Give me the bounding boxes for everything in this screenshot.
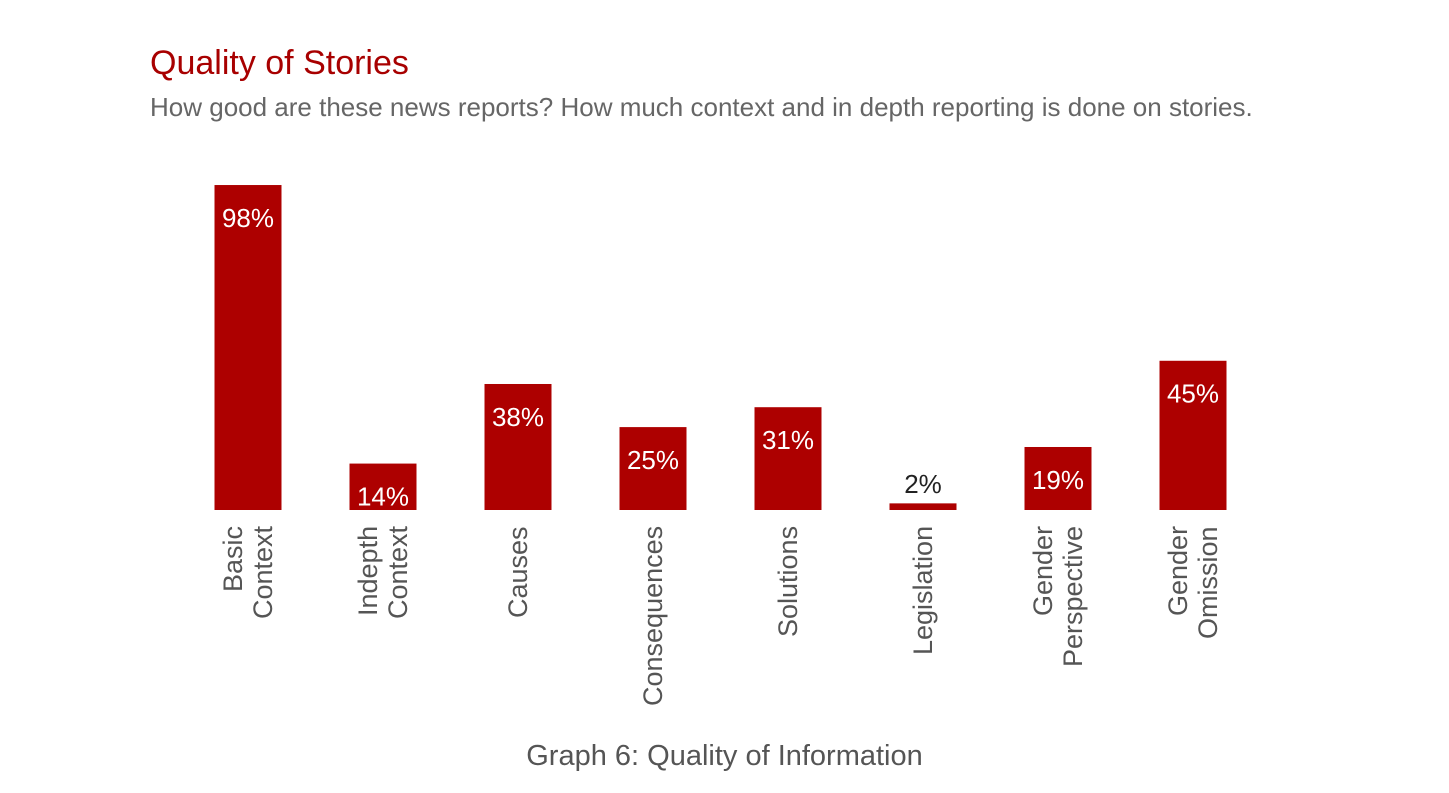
- value-label: 98%: [222, 203, 274, 233]
- x-tick-label: Gender Perspective: [1028, 526, 1088, 668]
- chart-title: Quality of Stories: [150, 44, 409, 82]
- x-tick-label: Consequences: [638, 526, 668, 707]
- bar: [619, 427, 687, 510]
- value-label: 45%: [1167, 379, 1219, 409]
- x-tick-label: Causes: [503, 526, 533, 618]
- value-label: 14%: [357, 481, 409, 511]
- bar: [484, 383, 552, 510]
- value-label: 38%: [492, 402, 544, 432]
- x-tick-label: Basic Context: [218, 526, 278, 620]
- value-label: 2%: [904, 469, 942, 499]
- bar: [1159, 360, 1227, 510]
- x-tick-label: Legislation: [908, 526, 938, 656]
- value-label: 31%: [762, 425, 814, 455]
- bar: [214, 185, 282, 511]
- chart-caption: Graph 6: Quality of Information: [526, 740, 923, 772]
- bar: [349, 463, 417, 510]
- x-tick-label: Indepth Context: [353, 526, 413, 620]
- x-tick-label: Solutions: [773, 526, 803, 638]
- x-tick-label: Gender Omission: [1163, 526, 1223, 639]
- bar: [889, 503, 957, 510]
- chart-subtitle: How good are these news reports? How muc…: [150, 92, 1253, 122]
- bar: [754, 407, 822, 510]
- value-label: 25%: [627, 445, 679, 475]
- value-label: 19%: [1032, 465, 1084, 495]
- bar: [1024, 446, 1092, 510]
